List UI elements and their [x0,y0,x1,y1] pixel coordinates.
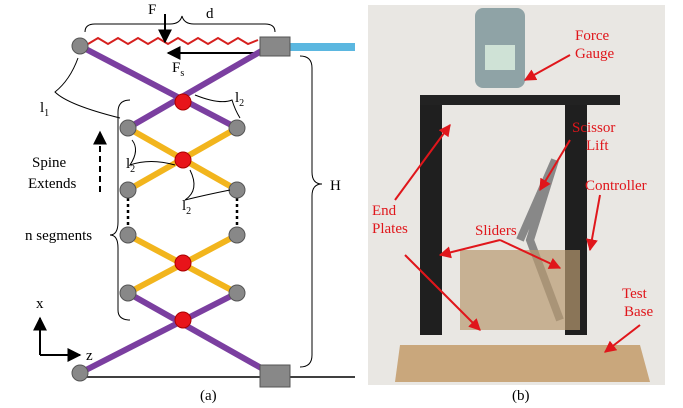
panel-a: F d Fs l1 l2 l2 l2 Spine Extends n segme… [25,2,355,404]
caption: (a) [200,388,217,404]
label-l2: l2 [235,90,244,109]
label-force: F [148,2,156,18]
label: Controller [585,178,647,194]
label-spine: Spine [32,155,67,171]
label: Test [622,286,648,302]
label: Scissor [572,120,615,136]
label: Gauge [575,46,614,62]
label: End [372,203,397,219]
label: Base [624,304,654,320]
caption: (b) [512,388,530,404]
sub: 2 [186,206,191,217]
figure: F d Fs l1 l2 l2 l2 Spine Extends n segme… [0,0,683,408]
test-base [395,345,650,382]
label-spring-force: Fs [172,60,184,79]
label-axis-x: x [36,296,44,312]
spring [88,38,258,44]
panel-b: Force Gauge Scissor Lift Controller End … [368,5,665,404]
sub: 1 [44,108,49,119]
base: F [172,60,180,76]
label-axis-z: z [86,348,93,364]
sub: s [180,68,184,79]
rail [290,43,355,51]
label-l1: l1 [40,100,49,119]
electronics [460,250,580,330]
nodes [72,37,290,387]
sub: 2 [130,164,135,175]
label-distance: d [206,6,214,22]
label-segments: n segments [25,228,92,244]
label-l2: l2 [182,198,191,217]
sub: 2 [239,98,244,109]
links [80,46,270,373]
label: Sliders [475,223,517,239]
label: Plates [372,221,408,237]
top-plate [420,95,620,105]
brace-d [85,16,275,32]
label-height: H [330,178,341,194]
gauge-screen [485,45,515,70]
label: Lift [586,138,609,154]
label-spine: Extends [28,176,76,192]
label: Force [575,28,609,44]
